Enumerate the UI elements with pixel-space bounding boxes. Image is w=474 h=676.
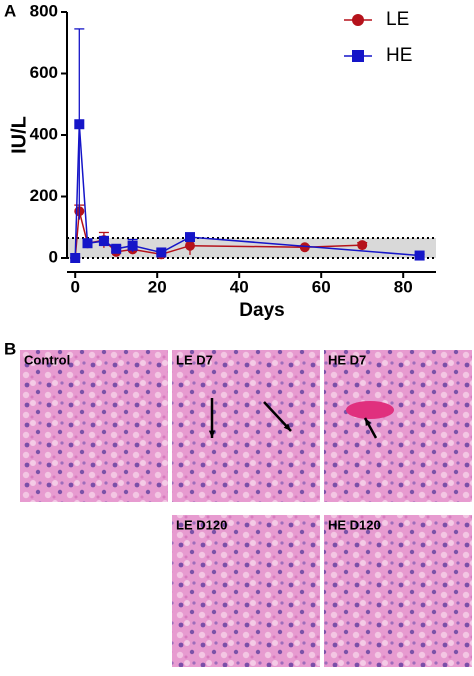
y-tick-label: 400 bbox=[30, 124, 58, 143]
histology-image bbox=[324, 515, 472, 667]
marker bbox=[98, 236, 109, 247]
marker bbox=[299, 242, 310, 253]
image-label: LE D7 bbox=[176, 352, 213, 367]
marker bbox=[74, 119, 85, 130]
panel-label: A bbox=[4, 1, 16, 20]
histology-panel: Control LE D7 HE D7 LE D120 HE D120 bbox=[20, 350, 472, 667]
marker bbox=[70, 253, 81, 263]
y-tick-label: 200 bbox=[30, 186, 58, 205]
panel-label: B bbox=[4, 339, 16, 358]
marker bbox=[82, 238, 93, 249]
arrow-head bbox=[365, 418, 372, 426]
legend-label: HE bbox=[386, 45, 412, 66]
x-axis-title: Days bbox=[239, 300, 284, 321]
image-label: HE D120 bbox=[328, 517, 381, 532]
y-tick-label: 0 bbox=[49, 247, 58, 266]
arrow-head bbox=[208, 430, 216, 438]
x-tick-label: 40 bbox=[230, 277, 249, 296]
x-tick-label: 80 bbox=[394, 277, 413, 296]
series-line bbox=[74, 211, 363, 259]
y-tick-label: 800 bbox=[30, 1, 58, 20]
x-tick-label: 0 bbox=[70, 277, 79, 296]
legend-marker bbox=[352, 50, 364, 62]
x-tick-label: 60 bbox=[312, 277, 331, 296]
image-label: Control bbox=[24, 352, 70, 367]
y-tick-label: 600 bbox=[30, 63, 58, 82]
legend-marker bbox=[352, 14, 364, 26]
histology-image bbox=[172, 350, 320, 502]
hemorrhage bbox=[346, 401, 394, 419]
histology-image bbox=[20, 350, 168, 502]
legend-label: LE bbox=[386, 9, 409, 30]
histology-image bbox=[172, 515, 320, 667]
marker bbox=[127, 240, 138, 251]
x-tick-label: 20 bbox=[148, 277, 167, 296]
marker bbox=[414, 250, 425, 261]
plot-area: 0 200 400 600 800 0 20 40 60 80 LE HE bbox=[30, 1, 436, 296]
marker bbox=[185, 232, 195, 243]
y-axis-title: IU/L bbox=[8, 116, 30, 154]
image-label: HE D7 bbox=[328, 352, 366, 367]
marker bbox=[357, 240, 368, 251]
image-label: LE D120 bbox=[176, 517, 227, 532]
marker bbox=[185, 240, 195, 251]
marker bbox=[111, 243, 122, 254]
histology-image bbox=[324, 350, 472, 502]
arrow-head bbox=[283, 423, 291, 431]
marker bbox=[156, 247, 167, 258]
